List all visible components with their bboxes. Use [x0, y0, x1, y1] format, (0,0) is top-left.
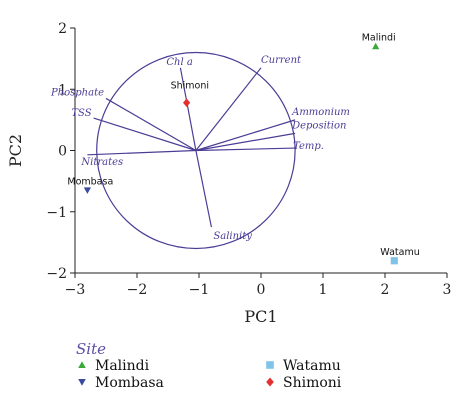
y-tick-label: −2: [46, 266, 67, 282]
loading-label: Temp.: [293, 141, 324, 152]
x-tick-label: 2: [381, 282, 390, 298]
loading-label: Phosphate: [50, 87, 104, 98]
site-point: [390, 257, 398, 265]
site-point: [183, 98, 191, 108]
y-tick-label: 0: [58, 144, 67, 160]
legend-title: Site: [76, 340, 106, 358]
loading-vector: [195, 132, 296, 152]
x-axis-title: PC1: [244, 307, 277, 326]
y-axis-title: PC2: [6, 134, 25, 167]
x-tick-label: 3: [443, 282, 452, 298]
site-label: Watamu: [380, 247, 419, 258]
legend-marker: [78, 378, 86, 386]
loading-vector: [195, 119, 296, 152]
x-tick-label: 0: [257, 282, 266, 298]
loading-vector: [179, 67, 197, 151]
legend-entry-label: Shimoni: [283, 375, 342, 391]
x-tick-label: 1: [319, 282, 328, 298]
correlation-circle: [96, 51, 296, 250]
y-tick-label: −1: [46, 205, 67, 221]
legend-marker: [266, 377, 274, 387]
loading-label: Salinity: [213, 231, 252, 242]
y-tick-label: 1: [58, 82, 67, 98]
loading-label: Ammonium: [291, 107, 350, 118]
loading-vector: [87, 149, 196, 156]
loading-label: TSS: [71, 108, 91, 119]
legend-entry-label: Mombasa: [95, 375, 164, 391]
loading-label: Chl a: [166, 57, 192, 68]
x-tick-label: −3: [65, 282, 86, 298]
x-tick-label: −2: [127, 282, 148, 298]
loading-vector: [195, 150, 212, 228]
site-points: Malindi Mombasa Watamu Shimoni: [67, 32, 420, 265]
loading-vector: [105, 97, 197, 152]
legend-marker: [266, 361, 274, 369]
site-point: [372, 42, 380, 50]
loading-vector: [195, 67, 262, 151]
loading-vector: [195, 147, 296, 152]
site-point: [83, 187, 91, 194]
loading-vectors: Chl a Current Phosphate TSS Ammonium Depositi…: [50, 55, 350, 242]
loading-label: Nitrates: [80, 157, 123, 168]
site-label: Mombasa: [67, 176, 113, 187]
loading-label: Current: [261, 55, 302, 66]
x-tick-label: −1: [189, 282, 210, 298]
site-label: Malindi: [362, 32, 396, 43]
y-tick-label: 2: [58, 21, 67, 37]
correlation-circle-layer: [96, 51, 296, 250]
legend-marker: [78, 361, 86, 369]
loading-vector: [93, 117, 197, 152]
legend-entry-label: Watamu: [283, 358, 341, 374]
legend-entry-label: Malindi: [95, 358, 150, 374]
site-label: Shimoni: [171, 81, 209, 92]
loading-label: Deposition: [291, 120, 346, 131]
